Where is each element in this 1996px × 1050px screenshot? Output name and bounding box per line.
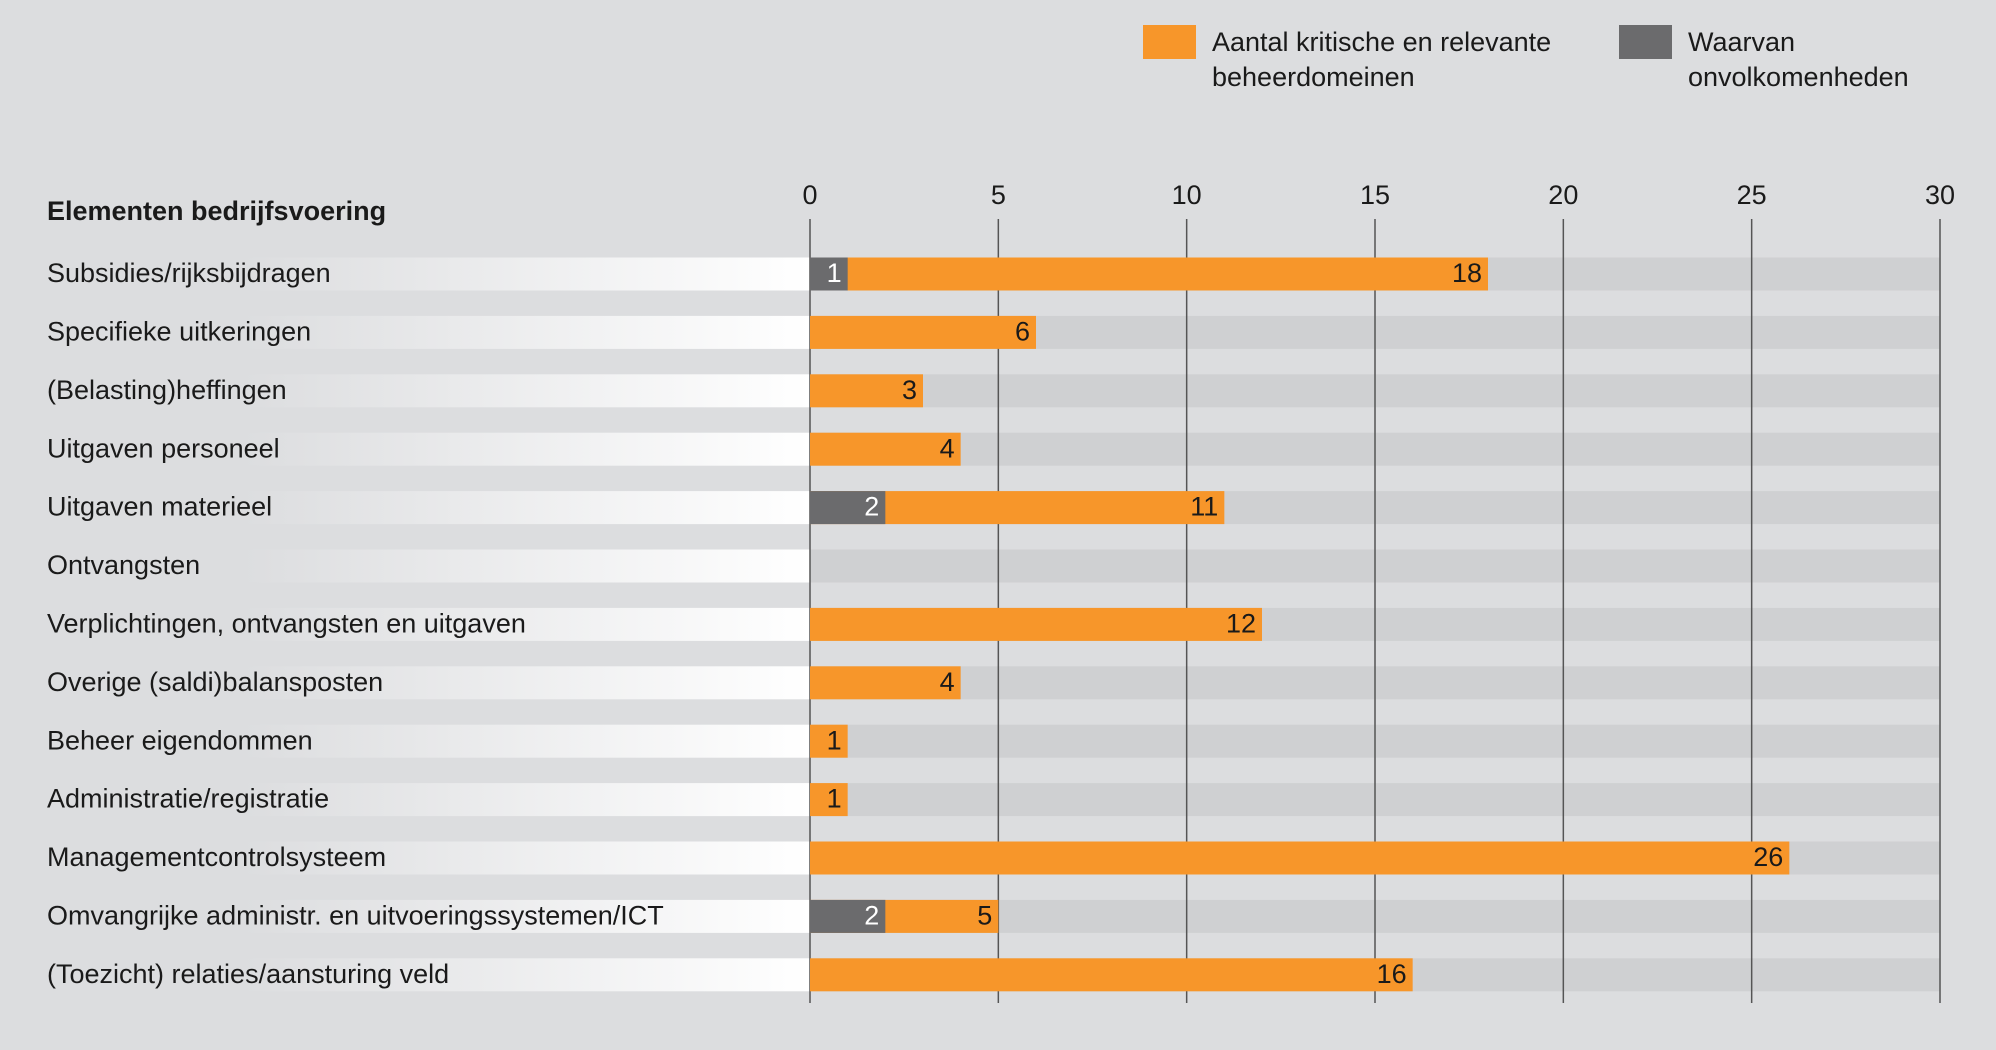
- bar: [810, 491, 886, 525]
- value-label: 18: [1452, 258, 1482, 288]
- bar: [810, 374, 923, 408]
- bar: [810, 257, 848, 291]
- value-label: 2: [864, 492, 879, 522]
- bar: [810, 841, 1790, 875]
- bar: [810, 783, 848, 817]
- label-band: [0, 374, 810, 408]
- y-tick-label: Subsidies/rijksbijdragen: [47, 258, 331, 288]
- legend-label: Aantal kritische en relevante beheerdome…: [1212, 27, 1552, 92]
- value-label: 5: [977, 901, 992, 931]
- y-tick-label: Uitgaven personeel: [47, 433, 280, 463]
- bar: [810, 666, 961, 700]
- bar: [810, 257, 1488, 291]
- y-tick-label: Verplichtingen, ontvangsten en uitgaven: [47, 609, 526, 639]
- label-band: [0, 315, 810, 349]
- y-tick-label: (Belasting)heffingen: [47, 375, 287, 405]
- value-label: 3: [902, 375, 917, 405]
- label-band: [0, 783, 810, 817]
- bar: [810, 315, 1036, 349]
- value-label: 2: [864, 901, 879, 931]
- axis-title: Elementen bedrijfsvoering: [47, 196, 386, 226]
- x-tick-label: 15: [1360, 180, 1390, 210]
- value-label: 1: [827, 258, 842, 288]
- legend-label: Waarvan onvolkomenheden: [1688, 27, 1909, 92]
- value-label: 1: [827, 725, 842, 755]
- x-tick-label: 20: [1548, 180, 1578, 210]
- legend-item: Waarvan onvolkomenheden: [1619, 25, 1958, 95]
- value-label: 16: [1377, 959, 1407, 989]
- bar: [810, 958, 1413, 992]
- value-label: 4: [940, 667, 955, 697]
- label-band: [0, 491, 810, 525]
- value-label: 12: [1226, 609, 1256, 639]
- legend-swatch: [1143, 25, 1196, 59]
- y-tick-label: Uitgaven materieel: [47, 492, 272, 522]
- label-band: [0, 607, 810, 641]
- label-band: [0, 724, 810, 758]
- x-tick-label: 25: [1737, 180, 1767, 210]
- bar: [810, 607, 1262, 641]
- bar: [810, 724, 848, 758]
- y-tick-label: Overige (saldi)balansposten: [47, 667, 383, 697]
- bar: [810, 899, 886, 933]
- x-tick-label: 10: [1172, 180, 1202, 210]
- label-band: [0, 899, 810, 933]
- legend-swatch: [1619, 25, 1672, 59]
- x-tick-label: 5: [991, 180, 1006, 210]
- y-tick-label: Managementcontrolsysteem: [47, 842, 386, 872]
- value-label: 1: [827, 784, 842, 814]
- y-tick-label: Omvangrijke administr. en uitvoeringssys…: [47, 901, 664, 931]
- x-tick-label: 30: [1925, 180, 1955, 210]
- legend-item: Aantal kritische en relevante beheerdome…: [1143, 25, 1592, 95]
- y-tick-label: Beheer eigendommen: [47, 725, 313, 755]
- y-tick-label: Ontvangsten: [47, 550, 200, 580]
- label-band: [0, 958, 810, 992]
- x-tick-label: 0: [802, 180, 817, 210]
- label-band: [0, 841, 810, 875]
- label-band: [0, 666, 810, 700]
- label-band: [0, 257, 810, 291]
- label-band: [0, 549, 810, 583]
- y-tick-label: (Toezicht) relaties/aansturing veld: [47, 959, 449, 989]
- value-label: 26: [1753, 842, 1783, 872]
- y-tick-label: Administratie/registratie: [47, 784, 329, 814]
- value-label: 11: [1190, 492, 1218, 522]
- value-label: 4: [940, 433, 955, 463]
- value-label: 6: [1015, 317, 1030, 347]
- bar: [810, 432, 961, 466]
- y-tick-label: Specifieke uitkeringen: [47, 317, 311, 347]
- label-band: [0, 432, 810, 466]
